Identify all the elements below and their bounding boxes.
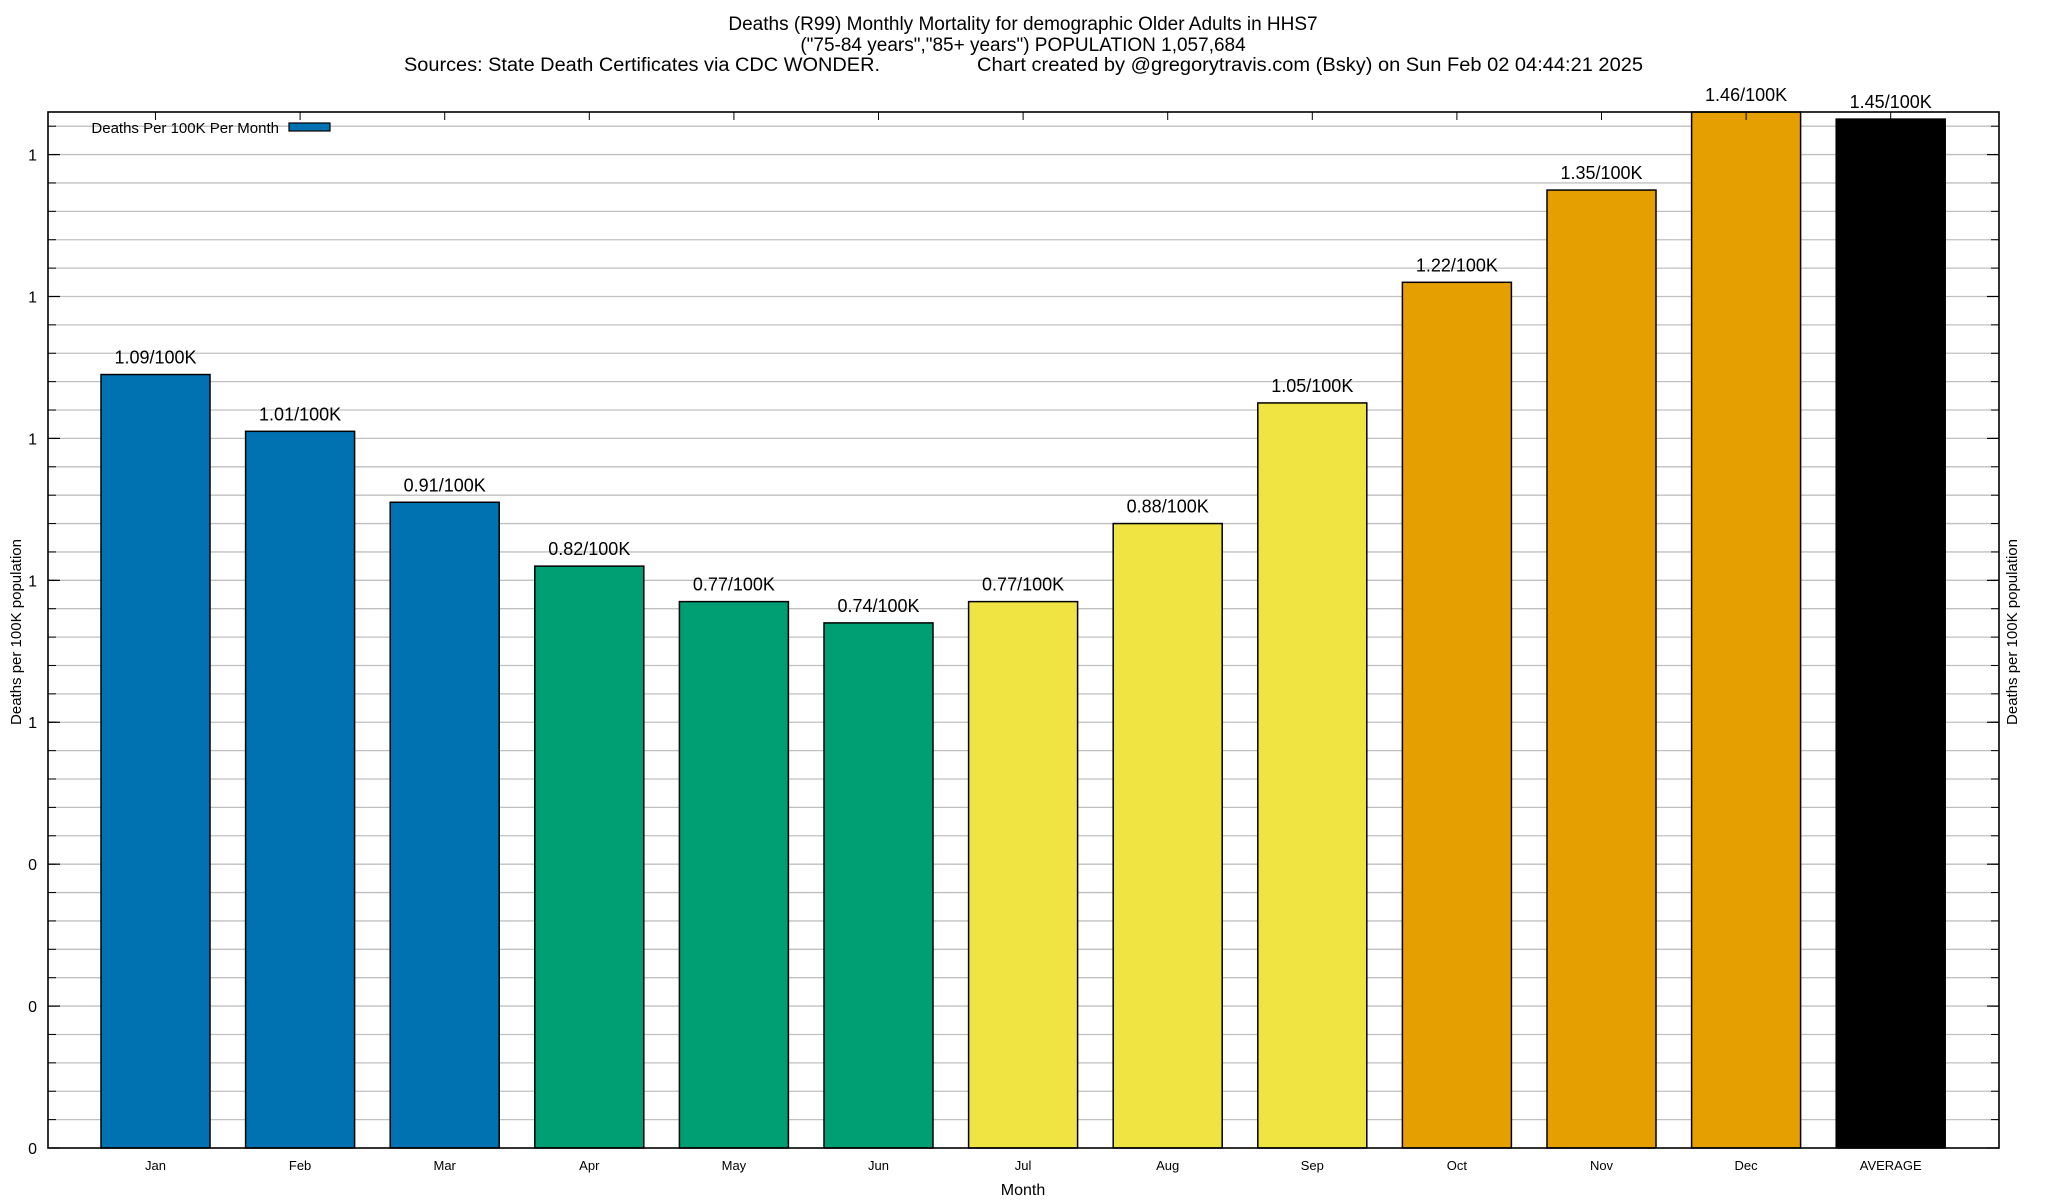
bar-oct [1401, 281, 1513, 1149]
data-label: 1.09/100K [114, 348, 196, 368]
y-tick-label: 0 [28, 857, 37, 874]
bar-mar [389, 501, 500, 1149]
x-tick-label: Jan [145, 1158, 166, 1173]
y-tick-label: 0 [28, 1141, 37, 1158]
data-label: 1.35/100K [1560, 163, 1642, 183]
title-credit: Chart created by @gregorytravis.com (Bsk… [977, 55, 1643, 76]
data-label: 0.82/100K [548, 539, 630, 559]
bar-aug [1112, 522, 1223, 1149]
bar-jul [967, 600, 1079, 1149]
y-tick-label: 1 [28, 148, 37, 165]
bars: 1.09/100K Jan 1.01/100K Feb 0.91/100K Mar 0.82… [100, 85, 1946, 1173]
data-label: 1.45/100K [1850, 92, 1932, 112]
x-tick-label: Oct [1447, 1158, 1468, 1173]
data-label: 0.77/100K [693, 575, 775, 595]
bar-nov [1546, 189, 1657, 1149]
title-line-2: ("75-84 years","85+ years") POPULATION 1… [800, 35, 1246, 56]
bar-feb [244, 430, 356, 1149]
x-tick-label: Jul [1015, 1158, 1032, 1173]
plot-border [47, 111, 2000, 1149]
y2-axis-title: Deaths per 100K population [2004, 539, 2021, 725]
data-label: 0.88/100K [1127, 497, 1209, 517]
data-label: 0.77/100K [982, 575, 1064, 595]
data-label: 1.46/100K [1705, 85, 1787, 105]
y-tick-label: 1 [28, 715, 37, 732]
bar-dec [1690, 111, 1802, 1149]
y-tick-label: 1 [28, 573, 37, 590]
y-tick-label: 1 [28, 431, 37, 448]
x-tick-label: May [722, 1158, 747, 1173]
x-tick-label: Apr [579, 1158, 600, 1173]
x-tick-label: Mar [434, 1158, 457, 1173]
chart-title: Deaths (R99) Monthly Mortality for demog… [404, 14, 1643, 76]
bar-sep [1257, 402, 1368, 1149]
bar-jan [100, 373, 211, 1149]
bar-may [678, 600, 790, 1149]
y-axis-title: Deaths per 100K population [8, 539, 25, 725]
axes: 0 0 0 1 1 1 1 1 [28, 111, 2000, 1158]
x-axis-title: Month [1001, 1182, 1045, 1199]
legend-label: Deaths Per 100K Per Month [91, 120, 279, 137]
legend-swatch [288, 122, 331, 132]
y-tick-label: 0 [28, 999, 37, 1016]
title-line-1: Deaths (R99) Monthly Mortality for demog… [728, 14, 1317, 35]
x-tick-label: AVERAGE [1860, 1158, 1922, 1173]
x-tick-label: Sep [1301, 1158, 1324, 1173]
bar-average [1835, 118, 1946, 1149]
x-tick-label: Jun [868, 1158, 889, 1173]
x-tick-label: Dec [1735, 1158, 1759, 1173]
bar-jun [823, 622, 934, 1149]
data-label: 1.05/100K [1271, 376, 1353, 396]
x-tick-label: Feb [289, 1158, 311, 1173]
x-tick-label: Aug [1156, 1158, 1179, 1173]
x-tick-label: Nov [1590, 1158, 1614, 1173]
bar-apr [534, 565, 645, 1149]
y-tick-label: 1 [28, 289, 37, 306]
title-sources: Sources: State Death Certificates via CD… [404, 55, 880, 76]
data-label: 0.74/100K [837, 596, 919, 616]
data-label: 1.01/100K [259, 404, 341, 424]
data-label: 1.22/100K [1416, 255, 1498, 275]
data-label: 0.91/100K [404, 475, 486, 495]
legend: Deaths Per 100K Per Month [91, 120, 331, 137]
